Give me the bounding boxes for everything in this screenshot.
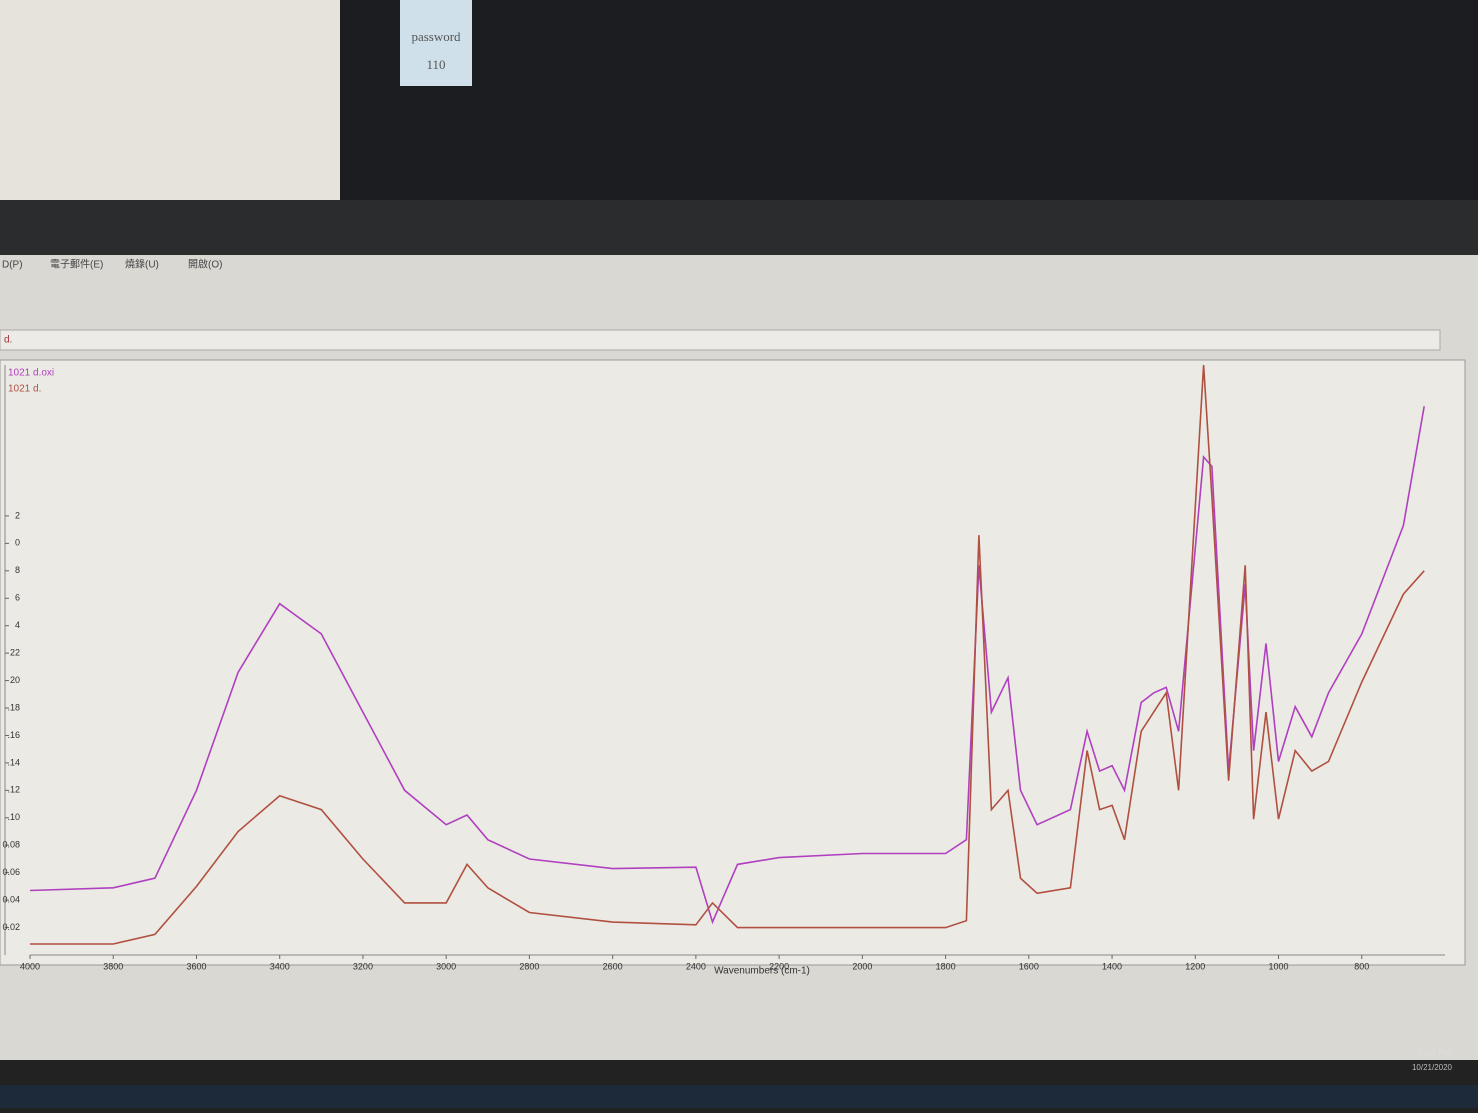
y-tick-label: 0.02 [2,922,20,932]
menu-item[interactable]: D(P) [2,260,23,271]
note-text: password [411,29,461,44]
spectrum-line [29,406,1425,925]
y-tick-label: 22 [10,648,20,658]
y-tick-label: .10 [7,812,20,822]
legend-entry: 1021 d.oxi [8,368,54,379]
x-tick-label: 800 [1354,961,1369,971]
y-tick-label: 0 [15,538,20,548]
x-tick-label: 3800 [103,961,123,971]
menu-item[interactable]: 電子郵件(E) [50,259,103,271]
x-tick-label: 1200 [1185,961,1205,971]
x-tick-label: 3000 [436,961,456,971]
x-tick-label: 3400 [270,961,290,971]
y-tick-label: 0.06 [2,867,20,877]
note-text: 110 [426,57,445,72]
sticky-note [400,0,472,86]
title-bar [0,329,1441,351]
monitor-back [340,0,1478,200]
y-tick-label: 2 [15,510,20,520]
x-tick-label: 3600 [186,961,206,971]
x-tick-label: 2400 [686,961,706,971]
x-tick-label: 1400 [1102,961,1122,971]
window-label: d. [4,335,12,346]
bezel [0,200,1478,255]
x-tick-label: 3200 [353,961,373,971]
x-tick-label: 1600 [1019,961,1039,971]
menu-item[interactable]: 燒錄(U) [125,258,159,271]
x-tick-label: 1000 [1269,961,1289,971]
x-tick-label: 2000 [852,961,872,971]
x-tick-label: 1800 [936,961,956,971]
x-axis-label: Wavenumbers (cm-1) [714,966,810,977]
y-tick-label: 0.04 [2,894,20,904]
taskbar [0,1085,1478,1108]
clock-time: 2:08 PM [1418,1048,1452,1058]
y-tick-label: 8 [15,565,20,575]
y-tick-label: .14 [7,757,20,767]
x-tick-label: 2200 [769,961,789,971]
x-tick-label: 4000 [20,961,40,971]
y-tick-label: .16 [7,730,20,740]
legend-entry: 1021 d. [8,384,41,395]
clock-date: 10/21/2020 [1412,1063,1453,1072]
y-tick-label: 0.08 [2,840,20,850]
wall [0,0,340,200]
y-tick-label: 20 [10,675,20,685]
y-tick-label: .18 [7,702,20,712]
x-tick-label: 2600 [603,961,623,971]
y-tick-label: 6 [15,593,20,603]
x-tick-label: 2800 [519,961,539,971]
y-tick-label: 4 [15,620,20,630]
spectrum-line [30,364,1425,945]
menu-item[interactable]: 開啟(O) [188,258,222,271]
y-tick-label: .12 [7,785,20,795]
